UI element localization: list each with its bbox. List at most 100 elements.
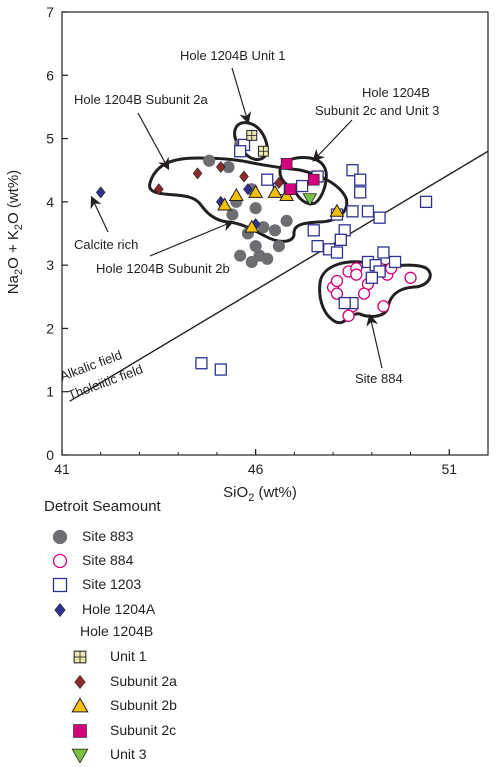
point-s883 — [261, 252, 274, 265]
point-s883 — [226, 208, 239, 221]
y-tick-label: 1 — [46, 384, 54, 400]
point-s2b — [217, 197, 233, 211]
point-s1203 — [307, 224, 320, 237]
point-s883 — [257, 221, 270, 234]
point-s883 — [280, 214, 293, 227]
y-tick-label: 6 — [46, 67, 54, 83]
y-tick-label: 0 — [46, 447, 54, 463]
point-s884 — [342, 309, 355, 322]
point-s2b — [329, 203, 345, 217]
point-s883 — [203, 154, 216, 167]
point-s1203 — [295, 179, 309, 193]
arrow-subunit-2a — [137, 112, 170, 171]
y-tick-label: 5 — [46, 131, 54, 147]
point-s1203 — [388, 255, 402, 269]
point-s2b — [267, 184, 283, 198]
point-u3 — [302, 193, 318, 207]
point-s883 — [234, 249, 247, 262]
series-h1204a — [95, 183, 261, 230]
series-s2a — [154, 161, 284, 196]
series-s2b — [217, 184, 345, 233]
y-tick-label: 2 — [46, 320, 54, 336]
x-tick-label: 41 — [54, 461, 70, 477]
point-s2a — [274, 176, 284, 189]
point-u1 — [246, 129, 258, 141]
point-s1203 — [373, 265, 386, 278]
annotation-calcite-rich: Calcite rich — [74, 237, 138, 252]
point-s2c — [284, 183, 297, 195]
arrow-subunit-2c — [312, 119, 353, 162]
y-tick-label: 7 — [46, 4, 54, 20]
point-s1203 — [373, 211, 386, 224]
point-s883 — [268, 224, 282, 237]
point-s884 — [330, 287, 344, 300]
point-s1203 — [354, 186, 367, 199]
axes: 0 1 2 3 4 5 6 7 41 46 51 — [46, 4, 489, 477]
point-s1203 — [195, 357, 208, 370]
point-s2b — [244, 219, 260, 233]
series-s2c — [280, 158, 320, 195]
point-u1 — [257, 145, 269, 157]
point-s883 — [222, 161, 235, 174]
point-s2a — [239, 170, 249, 183]
arrow-calcite — [90, 195, 109, 233]
annotation-subunit-2c-line1: Hole 1204B — [362, 85, 430, 100]
point-s883 — [249, 240, 262, 253]
point-s884 — [330, 274, 344, 288]
x-tick-label: 51 — [441, 461, 457, 477]
point-s1203 — [261, 173, 274, 186]
point-s1203 — [330, 246, 344, 259]
y-axis-label: Na2O + K2O (wt%) — [5, 170, 25, 294]
point-s1203 — [365, 271, 378, 284]
data-points — [95, 129, 433, 376]
point-s2b — [228, 187, 244, 201]
point-s883 — [249, 202, 262, 215]
point-s884 — [404, 271, 417, 284]
annotation-arrows — [90, 67, 383, 369]
annotation-subunit-2b: Hole 1204B Subunit 2b — [96, 261, 230, 276]
series-u1 — [246, 129, 269, 157]
point-s883 — [245, 255, 258, 269]
plot-frame — [61, 11, 489, 456]
point-s1203 — [361, 205, 375, 218]
point-s2c — [307, 173, 320, 186]
point-s1203 — [346, 205, 359, 218]
x-tick-label: 46 — [248, 461, 264, 477]
series-s1203 — [195, 138, 433, 376]
point-s884 — [357, 287, 371, 300]
y-tick-label: 3 — [46, 257, 54, 273]
point-s2a — [192, 167, 203, 180]
x-axis-label: SiO2 (wt%) — [223, 484, 297, 504]
point-s2a — [215, 161, 226, 174]
chart-labels: Hole 1204B Unit 1 Hole 1204B Subunit 2a … — [58, 48, 439, 403]
y-tick-label: 4 — [46, 194, 54, 210]
point-s2b — [248, 184, 264, 198]
point-s1203 — [346, 164, 359, 177]
series-s884 — [326, 262, 417, 322]
point-s2c — [280, 158, 293, 170]
point-h1204a — [95, 186, 106, 199]
point-s1203 — [338, 296, 351, 310]
point-s1203 — [334, 233, 347, 246]
point-s1203 — [354, 173, 367, 186]
point-s884 — [377, 300, 390, 313]
annotation-unit-1: Hole 1204B Unit 1 — [180, 48, 286, 63]
arrow-site-884 — [366, 313, 383, 369]
point-s1203 — [377, 246, 390, 259]
point-s1203 — [419, 195, 433, 209]
point-s1203 — [233, 145, 247, 158]
outline-subunit-2a-2b — [148, 156, 349, 243]
point-h1204a — [243, 183, 253, 196]
point-s1203 — [214, 363, 227, 376]
alkalic-tholeiitic-divider — [69, 150, 489, 402]
annotation-site-884: Site 884 — [355, 371, 403, 386]
point-s1203 — [311, 240, 324, 253]
point-s883 — [272, 240, 285, 253]
annotation-subunit-2c-line2: Subunit 2c and Unit 3 — [315, 103, 439, 118]
annotation-subunit-2a: Hole 1204B Subunit 2a — [74, 92, 208, 107]
point-s884 — [350, 268, 363, 281]
arrow-unit-1 — [231, 67, 252, 125]
arrow-subunit-2b — [149, 220, 235, 257]
series-u3 — [302, 193, 318, 207]
